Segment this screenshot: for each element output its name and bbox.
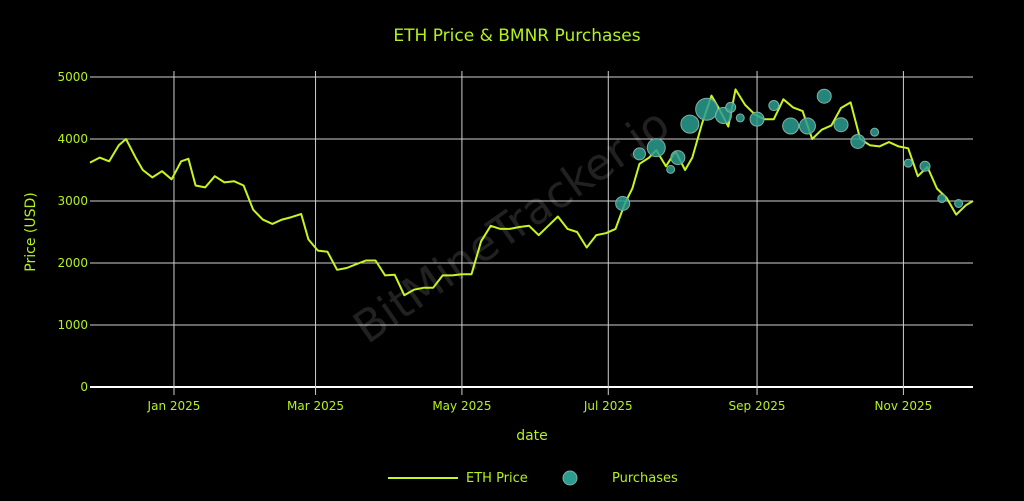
purchase-bubble[interactable]: [749, 111, 765, 127]
legend-bubble-swatch: [562, 470, 578, 486]
legend-label-eth-price: ETH Price: [466, 471, 528, 486]
y-tick-label: 4000: [57, 132, 88, 146]
purchase-bubble[interactable]: [632, 147, 646, 161]
x-tick-label: Jan 2025: [147, 399, 201, 413]
x-tick-label: Mar 2025: [287, 399, 344, 413]
y-tick-label: 2000: [57, 256, 88, 270]
purchase-bubble[interactable]: [870, 127, 880, 137]
eth-price-line[interactable]: [89, 88, 974, 297]
purchase-bubble[interactable]: [798, 117, 816, 135]
purchase-bubble[interactable]: [937, 194, 947, 204]
purchase-bubble[interactable]: [768, 100, 780, 112]
y-tick-label: 1000: [57, 318, 88, 332]
x-axis-title: date: [516, 428, 548, 444]
purchase-bubble[interactable]: [816, 88, 832, 104]
purchase-bubble[interactable]: [782, 117, 800, 135]
purchase-bubble[interactable]: [666, 164, 676, 174]
legend-item-eth-price[interactable]: ETH Price: [388, 471, 528, 486]
purchase-bubble[interactable]: [680, 114, 700, 134]
y-axis-title: Price (USD): [23, 192, 39, 271]
chart-title: ETH Price & BMNR Purchases: [393, 26, 640, 46]
legend: ETH Price Purchases: [388, 470, 678, 486]
y-tick-label: 5000: [57, 70, 88, 84]
x-tick-label: Jul 2025: [583, 399, 633, 413]
legend-label-purchases: Purchases: [612, 471, 678, 486]
purchase-bubble[interactable]: [670, 150, 686, 166]
purchase-bubble[interactable]: [833, 117, 849, 133]
y-tick-label: 0: [80, 380, 88, 394]
legend-item-purchases[interactable]: Purchases: [562, 470, 678, 486]
purchase-bubble[interactable]: [695, 97, 719, 121]
y-axis-ticks: 0 1000 2000 3000 4000 5000: [57, 70, 88, 394]
purchase-bubble[interactable]: [725, 101, 737, 113]
purchase-bubble[interactable]: [646, 138, 666, 158]
purchase-bubble[interactable]: [903, 158, 913, 168]
purchase-bubble[interactable]: [919, 160, 931, 172]
x-axis-ticks: Jan 2025 Mar 2025 May 2025 Jul 2025 Sep 2025…: [147, 399, 933, 413]
purchase-bubbles: [615, 88, 964, 211]
x-tick-label: Sep 2025: [729, 399, 786, 413]
purchase-bubble[interactable]: [850, 133, 866, 149]
x-tick-label: Nov 2025: [875, 399, 933, 413]
purchase-bubble[interactable]: [735, 113, 745, 123]
x-tick-label: May 2025: [432, 399, 491, 413]
y-tick-label: 3000: [57, 194, 88, 208]
purchase-bubble[interactable]: [954, 198, 964, 208]
purchase-bubble[interactable]: [615, 195, 631, 211]
